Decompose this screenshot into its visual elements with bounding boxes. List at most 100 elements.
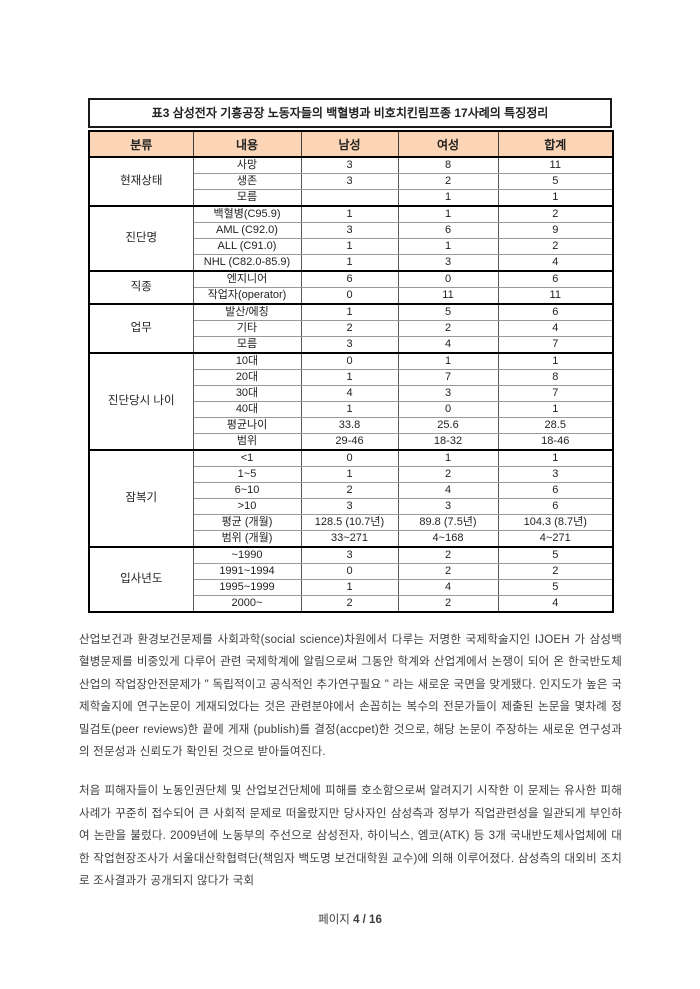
value-cell: 1 xyxy=(397,449,499,467)
value-cell: 3 xyxy=(300,498,399,515)
table-row: 진단명 백혈병(C95.9) 1 1 2 xyxy=(88,205,614,272)
column-header: 내용 xyxy=(192,130,302,158)
value-cell: 1 xyxy=(497,352,614,370)
content-cell: 백혈병(C95.9) xyxy=(192,205,302,223)
content-cell: NHL (C82.0-85.9) xyxy=(192,254,302,272)
content-cell: 10대 xyxy=(192,352,302,370)
value-cell: 6 xyxy=(497,498,614,515)
table-row: 업무 발산/에칭 1 5 6 xyxy=(88,303,614,354)
content-cell: 엔지니어 xyxy=(192,270,302,288)
value-cell: 1 xyxy=(300,369,399,386)
value-cell: 6 xyxy=(397,222,499,239)
content-cell: 1995~1999 xyxy=(192,579,302,596)
value-cell: 1 xyxy=(300,254,399,272)
content-cell: 사망 xyxy=(192,156,302,174)
content-cell: 2000~ xyxy=(192,595,302,613)
table-row: 1~5 1 2 3 xyxy=(89,466,614,483)
value-cell: 2 xyxy=(397,320,499,337)
column-header: 분류 xyxy=(88,130,194,158)
content-cell: 모름 xyxy=(192,189,302,207)
value-cell: 1 xyxy=(397,238,499,255)
value-cell: 0 xyxy=(397,270,499,288)
value-cell: 8 xyxy=(497,369,614,386)
category-cell: 진단당시 나이 xyxy=(88,352,194,451)
value-cell: 1 xyxy=(300,466,399,483)
value-cell: 2 xyxy=(397,595,499,613)
value-cell: 5 xyxy=(497,546,614,564)
value-cell: 1 xyxy=(300,303,399,321)
table-block: 표3 삼성전자 기흥공장 노동자들의 백혈병과 비호치킨림프종 17사례의 특징… xyxy=(88,98,614,613)
content-cell: >10 xyxy=(192,498,302,515)
table-row: 6~10 2 4 6 xyxy=(89,482,614,499)
content-cell: ~1990 xyxy=(192,546,302,564)
value-cell: 6 xyxy=(497,270,614,288)
value-cell: 25.6 xyxy=(397,417,499,434)
body-paragraph-1: 산업보건과 환경보건문제를 사회과학(social science)차원에서 다… xyxy=(79,634,622,759)
content-cell: 평균 (개월) xyxy=(192,514,302,531)
footer-page-label: 페이지 xyxy=(318,914,350,926)
table-row: 작업자(operator) 0 11 11 xyxy=(89,287,614,305)
value-cell: 3 xyxy=(397,254,499,272)
value-cell: 1 xyxy=(300,401,399,418)
table-row: 1991~1994 0 2 2 xyxy=(89,563,614,580)
value-cell: 104.3 (8.7년) xyxy=(497,514,614,531)
content-cell: 30대 xyxy=(192,385,302,402)
value-cell: 4 xyxy=(300,385,399,402)
table-row: 모름 1 1 xyxy=(89,189,614,207)
table-row: >10 3 3 6 xyxy=(89,498,614,515)
content-cell: 1991~1994 xyxy=(192,563,302,580)
value-cell: 2 xyxy=(300,320,399,337)
value-cell: 33~271 xyxy=(300,530,399,548)
value-cell: 4 xyxy=(497,595,614,613)
content-cell: 20대 xyxy=(192,369,302,386)
table-row: ALL (C91.0) 1 1 2 xyxy=(89,238,614,255)
content-cell: 생존 xyxy=(192,173,302,190)
category-cell: 잠복기 xyxy=(88,449,194,548)
category-cell: 현재상태 xyxy=(88,156,194,207)
value-cell: 11 xyxy=(397,287,499,305)
value-cell: 1 xyxy=(497,401,614,418)
body-text: 산업보건과 환경보건문제를 사회과학(social science)차원에서 다… xyxy=(79,629,622,909)
value-cell: 5 xyxy=(397,303,499,321)
value-cell: 11 xyxy=(497,287,614,305)
value-cell: 2 xyxy=(397,563,499,580)
value-cell: 0 xyxy=(300,352,399,370)
value-cell: 18-32 xyxy=(397,433,499,451)
content-cell: 작업자(operator) xyxy=(192,287,302,305)
value-cell: 3 xyxy=(300,173,399,190)
value-cell: 2 xyxy=(300,482,399,499)
content-cell: 기타 xyxy=(192,320,302,337)
value-cell: 28.5 xyxy=(497,417,614,434)
value-cell: 2 xyxy=(497,205,614,223)
value-cell: 3 xyxy=(397,385,499,402)
value-cell: 9 xyxy=(497,222,614,239)
category-cell: 업무 xyxy=(88,303,194,354)
value-cell: 4~271 xyxy=(497,530,614,548)
value-cell: 4 xyxy=(397,482,499,499)
value-cell: 3 xyxy=(300,222,399,239)
table-row: 범위 29-46 18-32 18-46 xyxy=(89,433,614,451)
category-cell: 진단명 xyxy=(88,205,194,272)
value-cell: 0 xyxy=(397,401,499,418)
value-cell: 7 xyxy=(497,385,614,402)
value-cell: 11 xyxy=(497,156,614,174)
content-cell: 40대 xyxy=(192,401,302,418)
value-cell: 2 xyxy=(397,173,499,190)
table-row: 진단당시 나이 10대 0 1 1 xyxy=(88,352,614,451)
column-header: 합계 xyxy=(497,130,614,158)
content-cell: <1 xyxy=(192,449,302,467)
value-cell: 3 xyxy=(300,156,399,174)
footer-page-number: 4 / 16 xyxy=(353,914,382,926)
value-cell: 8 xyxy=(397,156,499,174)
category-cell: 입사년도 xyxy=(88,546,194,613)
value-cell: 7 xyxy=(397,369,499,386)
table-row: 입사년도 ~1990 3 2 5 xyxy=(88,546,614,613)
value-cell: 3 xyxy=(300,336,399,354)
value-cell: 6 xyxy=(300,270,399,288)
value-cell: 1 xyxy=(300,579,399,596)
value-cell: 0 xyxy=(300,563,399,580)
value-cell: 5 xyxy=(497,173,614,190)
value-cell: 6 xyxy=(497,482,614,499)
page-footer: 페이지 4 / 16 xyxy=(0,911,700,927)
